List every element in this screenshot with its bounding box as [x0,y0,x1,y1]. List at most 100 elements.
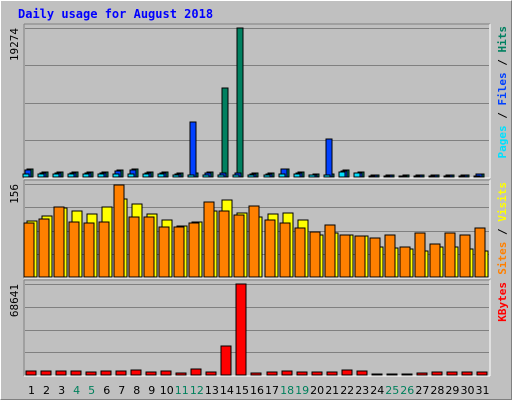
x-tick-label-8: 8 [133,384,140,397]
bar-pages-day-6 [97,173,105,178]
y-max-label: 19274 [8,28,21,61]
bar-sites-day-12 [188,222,200,278]
bar-pages-day-21 [323,174,331,178]
bar-pages-day-11 [172,174,180,178]
kbytes-panel: 68641 KBytes [8,279,509,377]
bar-sites-day-8 [128,216,140,278]
bar-pages-day-24 [368,175,376,178]
y-max-label: 68641 [8,284,21,317]
x-tick-label-14: 14 [220,384,234,397]
x-tick-label-22: 22 [340,384,354,397]
bar-pages-day-28 [428,175,436,178]
bar-pages-day-2 [37,173,45,178]
bar-sites-day-30 [459,234,471,278]
x-tick-label-25: 25 [385,384,399,397]
bar-sites-day-21 [324,224,336,278]
bar-pages-day-9 [142,173,150,178]
bar-sites-day-26 [399,246,411,278]
bar-pages-day-16 [247,174,255,178]
bar-pages-day-14 [217,174,225,178]
bar-sites-day-6 [98,221,110,278]
bar-hits-day-15 [236,27,244,178]
bar-sites-day-13 [203,201,215,278]
legend-files: Files [496,72,509,105]
legend--: / [496,106,509,126]
bar-pages-day-13 [202,174,210,178]
x-tick-label-26: 26 [400,384,414,397]
bar-sites-day-9 [143,216,155,278]
bar-kbytes-day-4 [70,370,82,376]
bar-pages-day-30 [458,175,466,178]
bar-kbytes-day-28 [431,371,443,376]
bar-sites-day-20 [309,231,321,278]
bar-kbytes-day-12 [190,368,202,376]
bar-files-day-12 [189,121,197,178]
x-tick-label-27: 27 [415,384,429,397]
bar-sites-day-31 [474,227,486,278]
bar-kbytes-day-17 [266,371,278,376]
bar-pages-day-22 [338,171,346,178]
chart-title: Daily usage for August 2018 [18,7,214,21]
bar-pages-day-10 [157,173,165,178]
x-tick-label-12: 12 [190,384,204,397]
x-tick-label-15: 15 [235,384,249,397]
x-tick-label-1: 1 [28,384,35,397]
bar-sites-day-14 [218,210,230,278]
bar-sites-day-18 [279,222,291,278]
bar-files-day-21 [325,138,333,178]
bar-kbytes-day-8 [130,369,142,376]
bar-sites-day-28 [429,243,441,278]
bar-kbytes-day-9 [145,371,157,376]
bar-kbytes-day-27 [416,372,428,376]
x-tick-label-23: 23 [355,384,369,397]
x-tick-label-29: 29 [445,384,459,397]
bar-kbytes-day-15 [235,283,247,376]
bar-kbytes-day-20 [311,371,323,376]
x-tick-label-2: 2 [43,384,50,397]
bar-sites-day-16 [248,205,260,278]
x-tick-label-24: 24 [370,384,384,397]
x-tick-label-19: 19 [295,384,309,397]
bar-pages-day-17 [263,174,271,178]
bar-kbytes-day-24 [371,373,383,376]
bar-sites-day-4 [68,221,80,278]
bar-sites-day-11 [173,226,185,278]
legend: KBytes [496,282,509,322]
x-tick-label-13: 13 [205,384,219,397]
legend-hits: Hits [496,26,509,53]
x-tick-label-5: 5 [88,384,95,397]
bar-sites-day-24 [369,237,381,278]
x-tick-label-18: 18 [280,384,294,397]
bar-kbytes-day-6 [100,370,112,376]
x-tick-label-3: 3 [58,384,65,397]
bar-kbytes-day-19 [296,371,308,376]
bar-kbytes-day-18 [281,370,293,376]
bar-kbytes-day-25 [386,373,398,376]
bar-pages-day-31 [473,175,481,178]
bar-kbytes-day-30 [461,371,473,376]
x-tick-label-31: 31 [476,384,490,397]
bar-kbytes-day-23 [356,370,368,376]
bar-kbytes-day-14 [220,345,232,376]
bar-kbytes-day-1 [25,370,37,376]
bar-pages-day-4 [67,173,75,178]
bar-kbytes-day-29 [446,371,458,376]
bar-kbytes-day-16 [250,372,262,376]
legend: Pages / Files / Hits [496,26,509,159]
bar-pages-day-27 [413,175,421,178]
bar-pages-day-15 [232,174,240,178]
bar-sites-day-17 [264,219,276,278]
bar-kbytes-day-22 [341,369,353,376]
bar-pages-day-26 [398,175,406,178]
panel-background [24,24,490,178]
legend--: / [496,53,509,73]
x-tick-label-28: 28 [430,384,444,397]
bar-sites-day-1 [23,222,35,278]
bar-sites-day-5 [83,222,95,278]
legend: Sites / Visits [496,182,509,275]
bar-pages-day-5 [82,173,90,178]
bar-kbytes-day-11 [175,372,187,376]
bar-sites-day-19 [294,227,306,278]
legend-kbytes: KBytes [496,282,509,322]
bar-pages-day-18 [278,173,286,178]
